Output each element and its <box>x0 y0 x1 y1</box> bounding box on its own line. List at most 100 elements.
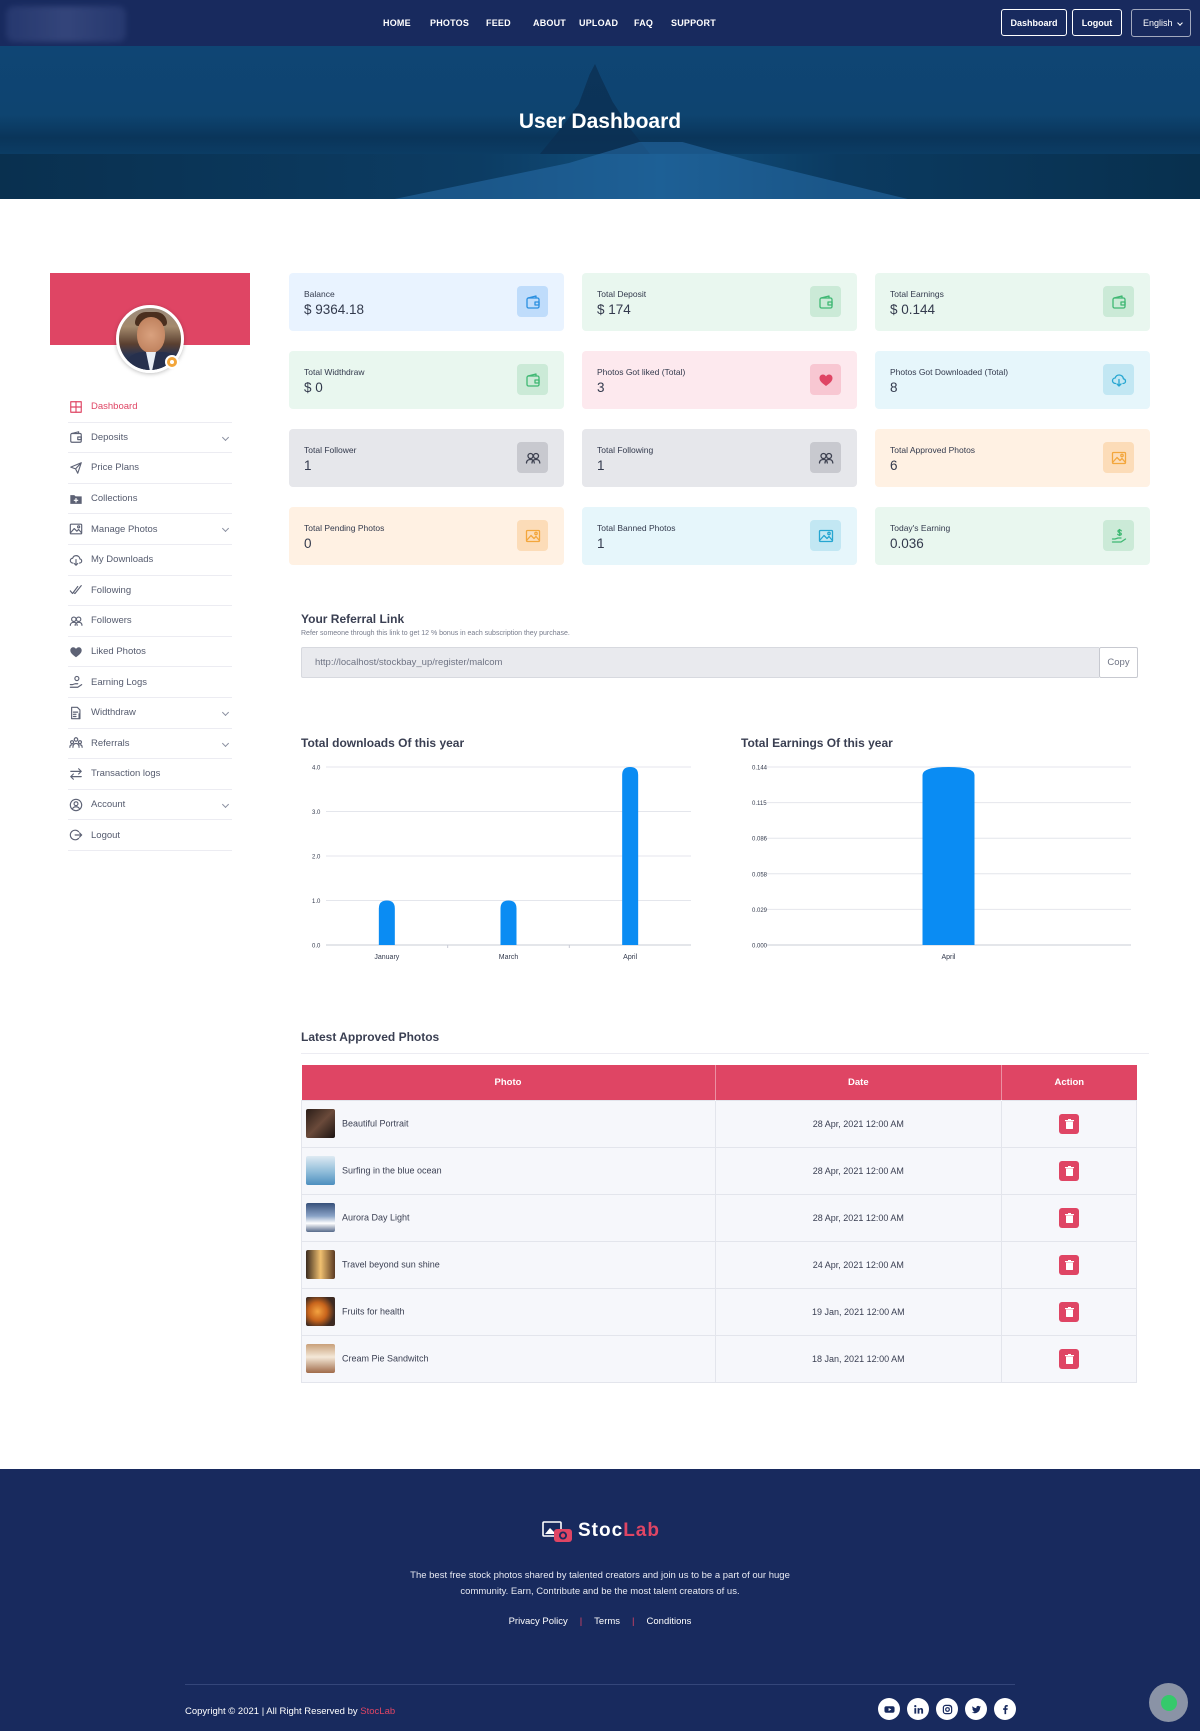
stat-card-total-banned-photos: Total Banned Photos 1 <box>582 507 857 565</box>
facebook-icon[interactable] <box>994 1698 1016 1720</box>
table-row: Fruits for health 19 Jan, 2021 12:00 AM <box>301 1287 1137 1336</box>
bar-january[interactable] <box>378 900 395 946</box>
conditions-link[interactable]: Conditions <box>646 1616 692 1627</box>
stat-card-balance: Balance $ 9364.18 <box>289 273 564 331</box>
sidebar-item-label: Collections <box>91 493 138 505</box>
users-icon <box>68 613 84 629</box>
bar-april[interactable] <box>922 767 975 945</box>
page-title: User Dashboard <box>518 110 682 133</box>
chevron-down-icon[interactable] <box>221 739 230 747</box>
stat-value: 8 <box>890 380 898 395</box>
referral-link-field[interactable]: http://localhost/stockbay_up/register/ma… <box>301 647 1099 678</box>
separator: | <box>579 1616 583 1627</box>
nav-home[interactable]: HOME <box>383 18 411 28</box>
nav-about[interactable]: ABOUT <box>533 18 566 28</box>
delete-button[interactable] <box>1059 1254 1080 1275</box>
youtube-icon[interactable] <box>878 1698 900 1720</box>
copyright-brand-link[interactable]: StocLab <box>360 1706 396 1717</box>
divider <box>301 1053 1149 1054</box>
nav-upload[interactable]: UPLOAD <box>579 18 619 28</box>
sidebar-item-manage-photos[interactable]: Manage Photos <box>68 514 232 545</box>
footer-logo[interactable]: Stoc Lab <box>542 1519 660 1543</box>
sidebar-item-logout[interactable]: Logout <box>68 820 232 851</box>
terms-link[interactable]: Terms <box>594 1616 621 1627</box>
chevron-down-icon[interactable] <box>221 525 230 533</box>
sidebar-item-earning-logs[interactable]: Earning Logs <box>68 667 232 698</box>
sidebar-item-widthdraw[interactable]: Widthdraw <box>68 698 232 729</box>
twitter-icon[interactable] <box>965 1698 987 1720</box>
sidebar-item-account[interactable]: Account <box>68 790 232 821</box>
stat-label: Total Widthdraw <box>304 367 365 377</box>
photo-name: Beautiful Portrait <box>342 1118 409 1129</box>
photo-thumbnail[interactable] <box>306 1344 335 1373</box>
logout-button[interactable]: Logout <box>1072 9 1122 36</box>
chevron-down-icon <box>1177 20 1183 26</box>
nav-support[interactable]: SUPPORT <box>671 18 716 28</box>
y-tick-label: 3.0 <box>312 810 321 816</box>
action-cell <box>1001 1240 1137 1289</box>
stat-label: Total Follower <box>304 445 357 455</box>
table-row: Beautiful Portrait 28 Apr, 2021 12:00 AM <box>301 1099 1137 1148</box>
linkedin-icon[interactable] <box>907 1698 929 1720</box>
nav-faq[interactable]: FAQ <box>634 18 654 28</box>
sidebar-item-label: My Downloads <box>91 554 154 566</box>
sidebar-item-collections[interactable]: Collections <box>68 484 232 515</box>
copy-button[interactable]: Copy <box>1099 647 1138 678</box>
nav-feed[interactable]: FEED <box>486 18 511 28</box>
stat-label: Total Earnings <box>890 289 944 299</box>
delete-button[interactable] <box>1059 1348 1080 1369</box>
photo-thumbnail[interactable] <box>306 1109 335 1138</box>
wallet-icon <box>517 286 548 317</box>
sidebar-item-followers[interactable]: Followers <box>68 606 232 637</box>
sidebar-item-label: Logout <box>91 829 121 841</box>
photo-thumbnail[interactable] <box>306 1156 335 1185</box>
hero-castle-silhouette <box>540 64 650 154</box>
stat-label: Total Banned Photos <box>597 523 676 533</box>
y-tick-label: 4.0 <box>312 766 321 772</box>
stat-value: $ 9364.18 <box>304 302 365 317</box>
sidebar-item-transaction-logs[interactable]: Transaction logs <box>68 759 232 790</box>
table-row: Travel beyond sun shine 24 Apr, 2021 12:0… <box>301 1240 1137 1289</box>
sidebar-item-dashboard[interactable]: Dashboard <box>68 392 232 423</box>
language-select[interactable]: English <box>1131 9 1191 37</box>
chevron-down-icon[interactable] <box>221 800 230 808</box>
sidebar-item-liked-photos[interactable]: Liked Photos <box>68 637 232 668</box>
chevron-down-icon[interactable] <box>221 708 230 716</box>
sidebar-item-label: Liked Photos <box>91 646 146 658</box>
trash-icon <box>1064 1118 1074 1129</box>
sidebar-item-label: Followers <box>91 615 132 627</box>
wallet-icon <box>517 364 548 395</box>
instagram-icon[interactable] <box>936 1698 958 1720</box>
x-tick-label: March <box>499 954 519 961</box>
bar-march[interactable] <box>500 900 517 946</box>
photo-thumbnail[interactable] <box>306 1203 335 1232</box>
stat-card-total-approved-photos: Total Approved Photos 6 <box>875 429 1150 487</box>
chat-widget-button[interactable] <box>1149 1683 1188 1722</box>
sidebar-item-referrals[interactable]: Referrals <box>68 729 232 760</box>
photo-thumbnail[interactable] <box>306 1250 335 1279</box>
x-tick-label: April <box>623 954 637 961</box>
delete-button[interactable] <box>1059 1207 1080 1228</box>
bar-april[interactable] <box>622 767 639 945</box>
dashboard-button[interactable]: Dashboard <box>1001 9 1067 36</box>
chevron-down-icon[interactable] <box>221 433 230 441</box>
sidebar-item-price-plans[interactable]: Price Plans <box>68 453 232 484</box>
delete-button[interactable] <box>1059 1160 1080 1181</box>
delete-button[interactable] <box>1059 1301 1080 1322</box>
nav-photos[interactable]: PHOTOS <box>430 18 470 28</box>
footer-divider <box>185 1684 1015 1685</box>
image-icon <box>68 521 84 537</box>
photo-cell: Cream Pie Sandwitch <box>301 1334 716 1383</box>
privacy-policy-link[interactable]: Privacy Policy <box>508 1616 568 1627</box>
site-logo[interactable] <box>6 6 126 42</box>
footer-description: The best free stock photos shared by tal… <box>410 1570 790 1597</box>
transfer-icon <box>68 766 84 782</box>
sidebar-item-following[interactable]: Following <box>68 576 232 607</box>
sidebar-item-my-downloads[interactable]: My Downloads <box>68 545 232 576</box>
paper-plane-icon <box>68 460 84 476</box>
sidebar-item-label: Referrals <box>91 737 130 749</box>
action-cell <box>1001 1146 1137 1195</box>
sidebar-item-deposits[interactable]: Deposits <box>68 423 232 454</box>
delete-button[interactable] <box>1059 1113 1080 1134</box>
photo-thumbnail[interactable] <box>306 1297 335 1326</box>
